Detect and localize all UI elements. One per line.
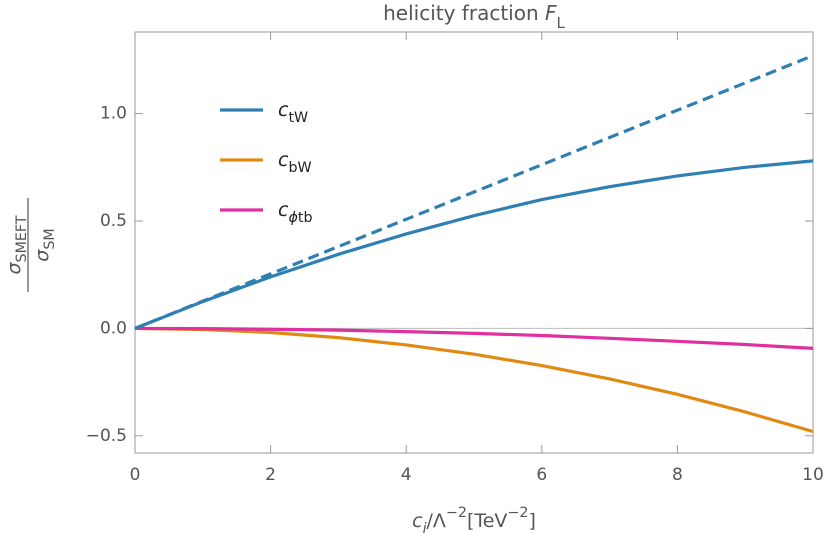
y-axis-label-numerator: σSMEFT <box>3 215 31 274</box>
chart-title: helicity fraction FL <box>383 1 565 32</box>
y-axis-label-denominator: σSM <box>31 228 59 261</box>
x-tick-label: 10 <box>802 465 824 485</box>
line <box>134 159 814 330</box>
legend-label: cϕtb <box>278 199 313 227</box>
plot-frame <box>134 31 814 454</box>
y-tick-label: 0.5 <box>100 211 127 231</box>
x-tick-label: 4 <box>401 465 412 485</box>
x-axis-label: ci/Λ−2[TeV−2] <box>412 505 536 537</box>
x-tick-label: 6 <box>536 465 547 485</box>
x-tick-label: 8 <box>672 465 683 485</box>
y-tick-label: −0.5 <box>86 426 127 446</box>
dashed-line <box>134 54 814 330</box>
x-tick-label: 0 <box>130 465 141 485</box>
legend-label: cbW <box>278 149 312 177</box>
x-tick-label: 2 <box>265 465 276 485</box>
line <box>134 326 814 434</box>
y-tick-label: 1.0 <box>100 104 127 124</box>
legend-label: ctW <box>278 99 308 127</box>
line <box>134 326 814 350</box>
y-tick-label: 0.0 <box>100 318 127 338</box>
